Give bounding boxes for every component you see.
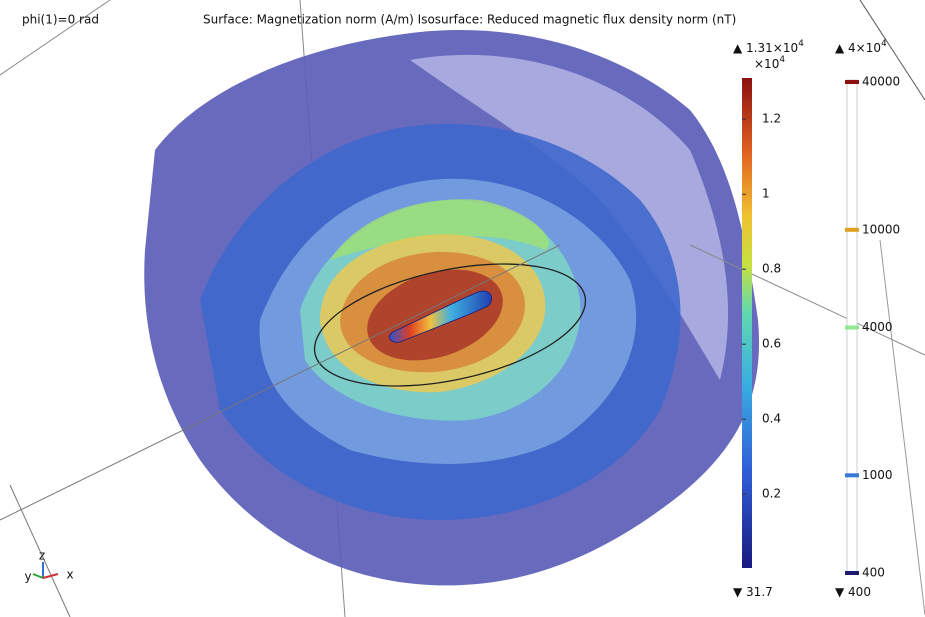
plot-title: Surface: Magnetization norm (A/m) Isosur… [203,13,736,27]
marker: ▼ [733,585,746,599]
colorbar-tick-label: 1.2 [762,112,781,126]
colorbar-tick-label: 0.4 [762,412,781,426]
label-base: 4×10 [848,41,881,55]
colorbar-tick-label: 1000 [862,468,893,482]
colorbar-tick-label: 400 [862,566,885,580]
label-exponent: 4 [779,55,785,65]
colorbar-tick-label: 0.6 [762,337,781,351]
marker: ▲ [835,41,848,55]
plot-window: phi(1)=0 rad Surface: Magnetization norm… [0,0,925,617]
label-exponent: 4 [881,39,887,49]
colorbar-tick-label: 10000 [862,222,900,236]
colorbar-min: ▼ 400 [835,585,871,599]
min-value: 31.7 [746,585,773,599]
label-base: 1.31×10 [746,41,798,55]
colorbar-label: ▲ 4×104 [835,39,887,55]
colorbar-tick-label: 4000 [862,320,893,334]
label-base: ×10 [754,57,779,71]
phase-label: phi(1)=0 rad [22,13,99,27]
axis-x: x [66,568,73,582]
colorbar-tick-label: 0.2 [762,487,781,501]
label-exponent: 4 [798,39,804,49]
colorbar-tick-label: 0.8 [762,262,781,276]
marker: ▼ [835,585,848,599]
colorbar-label: ▲ 1.31×104 [733,39,804,55]
colorbar-min: ▼ 31.7 [733,585,773,599]
min-value: 400 [848,585,871,599]
axis-z: z [39,549,45,563]
colorbar-tick-label: 1 [762,187,770,201]
axis-y: y [24,570,31,584]
colorbar-tick-label: 40000 [862,75,900,89]
marker: ▲ [733,41,746,55]
